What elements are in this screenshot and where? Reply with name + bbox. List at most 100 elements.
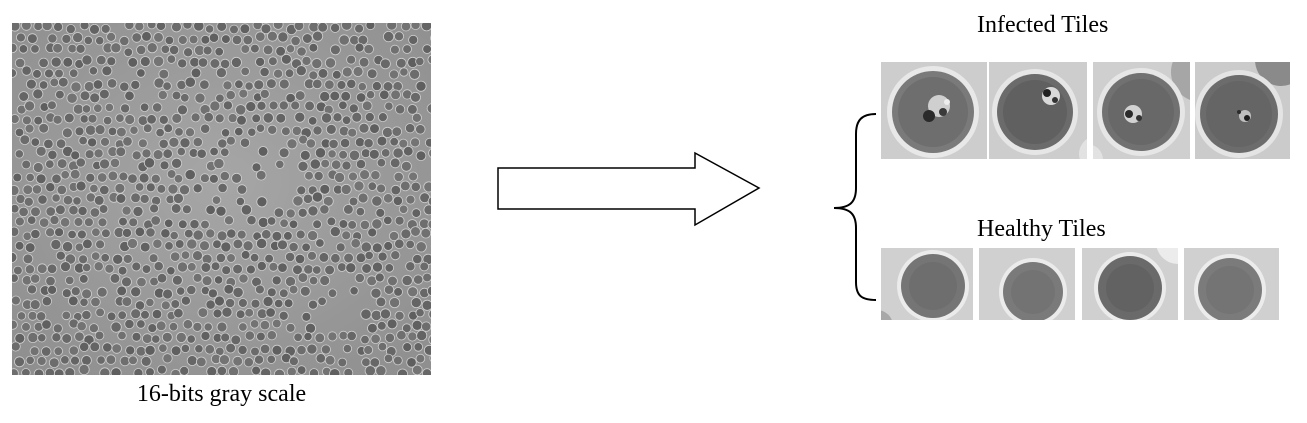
blood-cell	[369, 357, 381, 368]
blood-cell	[361, 263, 372, 274]
blood-cell	[102, 342, 113, 353]
blood-cell	[214, 295, 225, 307]
blood-cell	[346, 78, 357, 89]
blood-cell	[186, 284, 197, 296]
blood-cell	[244, 330, 255, 341]
blood-cell	[205, 299, 216, 310]
blood-cell	[363, 43, 374, 55]
blood-cell	[415, 353, 426, 364]
blood-cell	[73, 217, 84, 227]
blood-cell	[83, 35, 93, 45]
blood-cell	[61, 33, 72, 44]
blood-cell	[384, 332, 395, 343]
blood-cell	[92, 79, 104, 90]
blood-cell	[200, 219, 210, 230]
blood-cell	[55, 204, 66, 216]
blood-cell	[285, 44, 296, 54]
blood-cell	[420, 227, 431, 239]
blood-cell	[23, 196, 34, 207]
blood-cell	[43, 138, 54, 150]
blood-cell	[75, 180, 87, 192]
blood-cell	[429, 354, 431, 362]
blood-cell	[87, 137, 98, 148]
blood-cell	[389, 157, 401, 169]
blood-cell	[395, 57, 407, 69]
blood-cell	[156, 364, 167, 375]
blood-cell	[410, 137, 421, 148]
blood-cell	[271, 318, 282, 329]
blood-cell	[296, 46, 307, 57]
blood-cell	[341, 23, 353, 31]
blood-cell	[52, 42, 63, 54]
blood-cell	[141, 31, 152, 42]
blood-cell	[37, 333, 47, 343]
blood-cell	[106, 311, 117, 322]
blood-cell	[148, 253, 159, 264]
blood-cell	[27, 310, 38, 321]
blood-cell	[288, 219, 299, 230]
blood-cell	[301, 311, 312, 322]
blood-cell	[397, 368, 408, 375]
blood-cell	[215, 252, 226, 263]
blood-cell	[324, 57, 337, 69]
blood-cell	[412, 364, 423, 375]
blood-cell	[127, 57, 139, 68]
blood-cell	[176, 147, 186, 157]
blood-cell	[18, 44, 29, 54]
blood-cell	[192, 183, 203, 194]
blood-cell	[377, 112, 388, 122]
blood-cell	[357, 192, 369, 204]
micrograph-caption: 16-bits gray scale	[136, 381, 307, 407]
blood-cell	[35, 173, 47, 185]
blood-cell	[208, 32, 220, 43]
blood-cell	[207, 288, 218, 299]
blood-cell	[139, 102, 150, 113]
blood-cell	[183, 47, 194, 58]
blood-cell	[415, 80, 427, 92]
blood-cell	[247, 127, 257, 137]
blood-cell	[364, 112, 375, 123]
blood-cell	[256, 237, 268, 250]
blood-cell	[124, 318, 135, 330]
blood-cell	[250, 298, 261, 309]
blood-cell	[293, 23, 305, 31]
blood-cell	[140, 309, 150, 320]
blood-cell	[308, 42, 319, 53]
blood-cell	[96, 286, 108, 298]
blood-cell	[312, 30, 324, 42]
blood-cell	[262, 295, 274, 307]
blood-cell	[174, 239, 185, 249]
healthy-tile	[881, 248, 973, 320]
blood-cell	[64, 367, 76, 375]
blood-cell	[314, 332, 326, 344]
blood-cell	[199, 240, 210, 252]
blood-cell	[271, 344, 283, 356]
blood-cell	[102, 115, 113, 126]
blood-cell	[254, 284, 265, 295]
blood-cell	[79, 114, 89, 124]
blood-cell	[47, 284, 57, 295]
blood-cell	[94, 330, 105, 341]
blood-cell	[170, 299, 181, 309]
blood-cell	[27, 215, 37, 225]
blood-cell	[160, 228, 171, 239]
blood-cell	[260, 23, 272, 35]
blood-cell	[364, 250, 374, 260]
blood-cell	[182, 319, 194, 330]
blood-cell	[354, 23, 365, 34]
blood-cell	[281, 126, 291, 136]
blood-cell	[184, 228, 194, 239]
blood-cell	[12, 273, 19, 283]
blood-cell	[21, 23, 32, 31]
blood-cell	[371, 242, 383, 254]
blood-cell	[202, 45, 213, 56]
blood-cell	[359, 169, 371, 181]
blood-cell	[50, 238, 62, 250]
blood-cell	[139, 193, 150, 204]
blood-cell	[285, 208, 296, 219]
blood-cell	[312, 219, 322, 230]
blood-cell	[354, 272, 365, 284]
blood-cell	[127, 173, 138, 184]
blood-cell	[337, 357, 348, 368]
blood-cell	[392, 195, 403, 206]
